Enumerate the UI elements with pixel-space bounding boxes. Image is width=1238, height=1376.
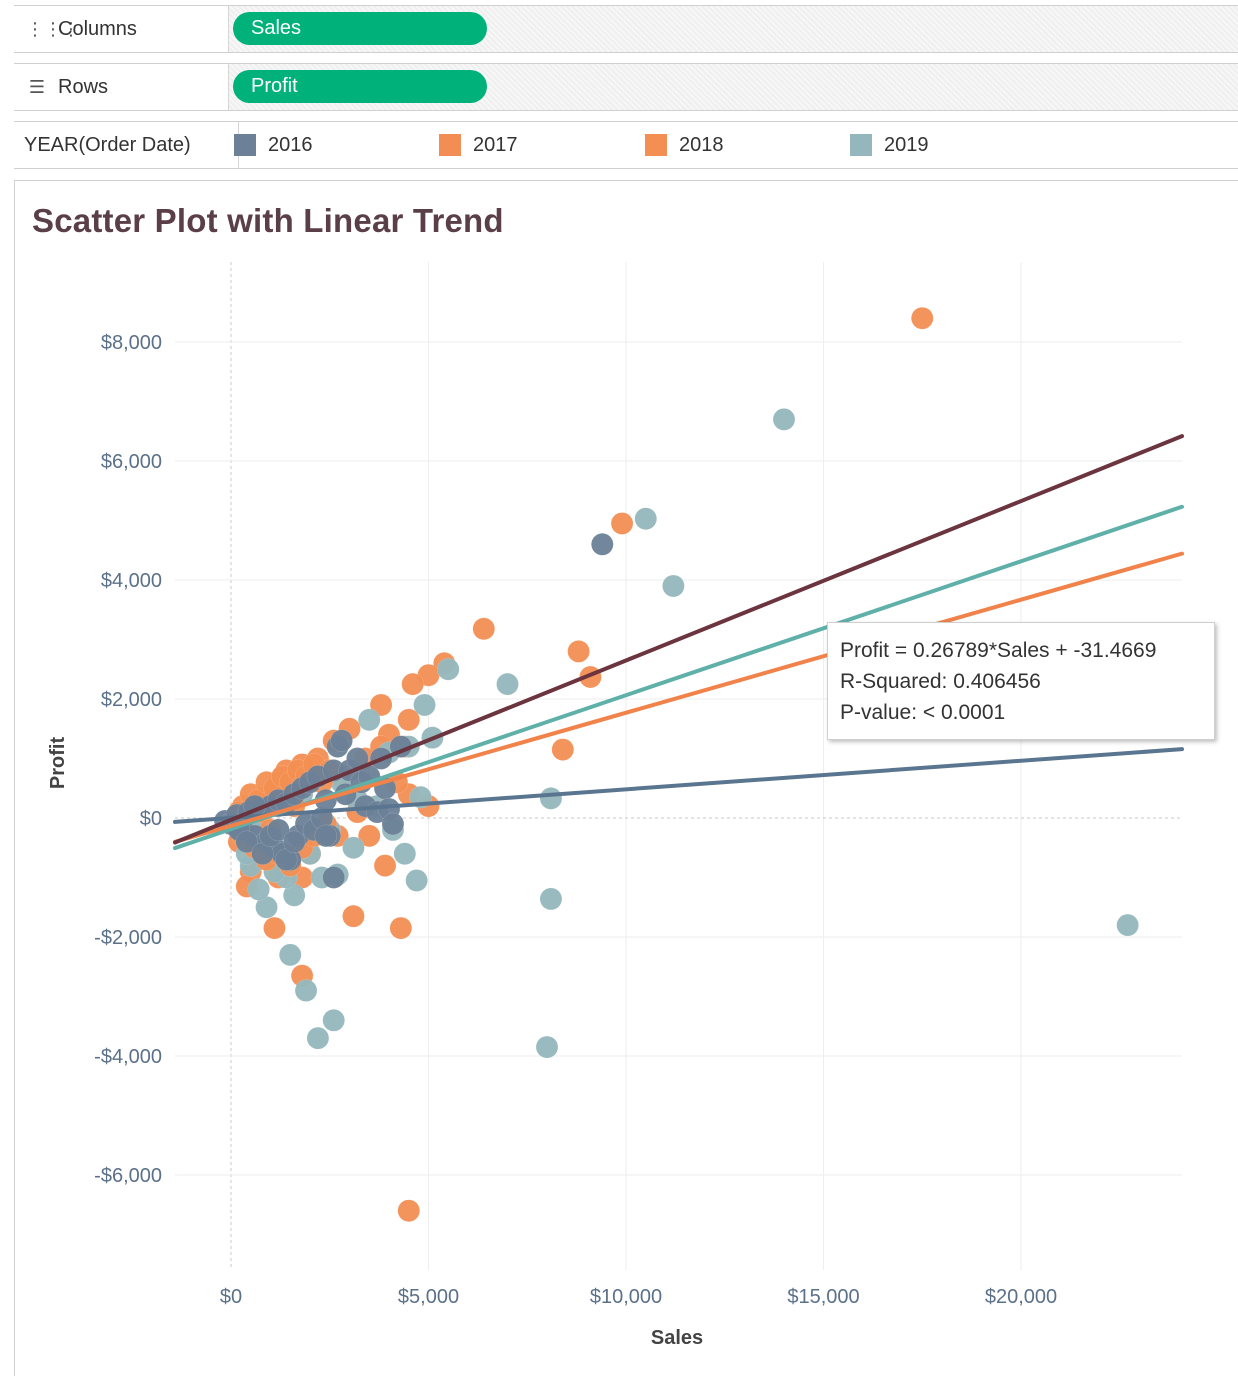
y-axis-label: Profit <box>47 737 69 790</box>
legend-swatch-2017 <box>439 134 461 156</box>
x-tick-label: $10,000 <box>590 1286 662 1308</box>
data-point-2016 <box>322 866 345 889</box>
rows-shelf: ☰ Rows Profit <box>14 63 1238 111</box>
y-tick-label: $6,000 <box>101 451 162 473</box>
data-point-2019 <box>393 842 417 865</box>
rows-drop-area[interactable]: Profit <box>229 64 1238 110</box>
data-point-2017 <box>911 306 934 330</box>
data-point-2019 <box>306 1026 330 1050</box>
data-point-2019 <box>322 1009 345 1032</box>
trend-line-2018 <box>173 551 1184 844</box>
data-point-2017 <box>358 824 381 848</box>
data-point-2016 <box>591 533 614 556</box>
data-point-2019 <box>535 1035 559 1059</box>
data-point-2019 <box>496 672 519 696</box>
chart-title: Scatter Plot with Linear Trend <box>32 202 504 239</box>
data-point-2017 <box>373 854 397 877</box>
data-point-2017 <box>342 904 365 928</box>
data-point-2016 <box>381 812 405 836</box>
data-point-2017 <box>389 916 413 940</box>
data-point-2017 <box>551 738 575 761</box>
data-point-2017 <box>369 693 393 717</box>
legend-item-2018[interactable]: 2018 <box>645 122 724 168</box>
data-point-2019 <box>279 943 302 967</box>
legend-item-2016[interactable]: 2016 <box>234 122 313 168</box>
tooltip-equation: Profit = 0.26789*Sales + -31.4669 <box>840 639 1157 662</box>
data-point-2017 <box>401 672 424 696</box>
legend-label-2018: 2018 <box>679 133 724 156</box>
legend-swatch-2016 <box>234 134 256 156</box>
legend-label-2019: 2019 <box>884 133 929 156</box>
y-tick-label: $0 <box>140 808 162 830</box>
rows-label-text: Rows <box>58 75 109 98</box>
columns-shelf-label: ⋮⋮⋮ Columns <box>14 6 229 52</box>
legend-item-2017[interactable]: 2017 <box>439 122 518 168</box>
data-point-2016 <box>282 830 306 854</box>
columns-shelf: ⋮⋮⋮ Columns Sales <box>14 5 1238 53</box>
y-tick-label: -$6,000 <box>94 1165 162 1187</box>
data-point-2017 <box>263 916 286 940</box>
x-tick-label: $20,000 <box>985 1286 1057 1308</box>
data-point-2016 <box>330 729 353 752</box>
data-point-2017 <box>397 1199 420 1222</box>
data-points <box>213 306 1139 1222</box>
y-tick-label: -$2,000 <box>94 927 162 949</box>
y-tick-label: $2,000 <box>101 689 162 711</box>
legend-item-2019[interactable]: 2019 <box>850 122 929 168</box>
y-tick-label: $4,000 <box>101 570 162 592</box>
data-point-2019 <box>342 836 365 859</box>
y-tick-label: -$4,000 <box>94 1046 162 1068</box>
data-point-2019 <box>1116 913 1139 937</box>
legend-swatch-2019 <box>850 134 872 156</box>
data-point-2019 <box>413 693 436 717</box>
rows-icon: ☰ <box>28 76 46 97</box>
x-tick-label: $0 <box>220 1286 242 1308</box>
data-point-2019 <box>662 574 685 598</box>
data-point-2019 <box>294 979 318 1002</box>
data-point-2019 <box>539 787 563 810</box>
legend-swatch-2018 <box>645 134 667 156</box>
data-point-2017 <box>567 640 590 663</box>
data-point-2019 <box>358 708 381 732</box>
color-legend-title-text: YEAR(Order Date) <box>24 133 191 156</box>
legend-label-2017: 2017 <box>473 133 518 156</box>
data-point-2019 <box>634 507 657 530</box>
tooltip-r-squared: R-Squared: 0.406456 <box>840 670 1041 693</box>
data-point-2019 <box>247 878 270 901</box>
data-point-2016 <box>267 818 290 842</box>
color-legend-shelf: YEAR(Order Date) 2016 2017 2018 2019 <box>14 121 1238 169</box>
trend-line-2016 <box>173 747 1184 824</box>
sales-pill[interactable]: Sales <box>233 12 487 45</box>
profit-pill[interactable]: Profit <box>233 70 487 103</box>
trend-line-2019 <box>173 504 1184 851</box>
x-axis-label: Sales <box>651 1327 703 1349</box>
legend-label-2016: 2016 <box>268 133 313 156</box>
y-tick-label: $8,000 <box>101 332 162 354</box>
trend-line-tooltip: Profit = 0.26789*Sales + -31.4669 R-Squa… <box>827 622 1215 740</box>
data-point-2016 <box>314 824 338 848</box>
data-point-2019 <box>437 658 460 681</box>
trend-lines <box>173 434 1184 851</box>
color-legend-title: YEAR(Order Date) <box>14 122 239 168</box>
axis-tick-labels: $0 $5,000 $10,000 $15,000 $20,000 -$6,000 -$4,… <box>94 332 1057 1308</box>
rows-shelf-label: ☰ Rows <box>14 64 229 110</box>
trend-line-2017 <box>173 434 1184 845</box>
data-point-2017 <box>397 708 420 732</box>
data-point-2017 <box>472 617 496 641</box>
x-tick-label: $15,000 <box>787 1286 859 1308</box>
x-tick-label: $5,000 <box>398 1286 459 1308</box>
data-point-2017 <box>610 512 634 535</box>
tooltip-p-value: P-value: < 0.0001 <box>840 701 1006 724</box>
data-point-2016 <box>235 830 259 854</box>
data-point-2019 <box>405 869 428 892</box>
data-point-2019 <box>772 408 796 431</box>
data-point-2019 <box>539 887 563 911</box>
columns-label-text: Columns <box>58 17 137 40</box>
columns-drop-area[interactable]: Sales <box>229 6 1238 52</box>
